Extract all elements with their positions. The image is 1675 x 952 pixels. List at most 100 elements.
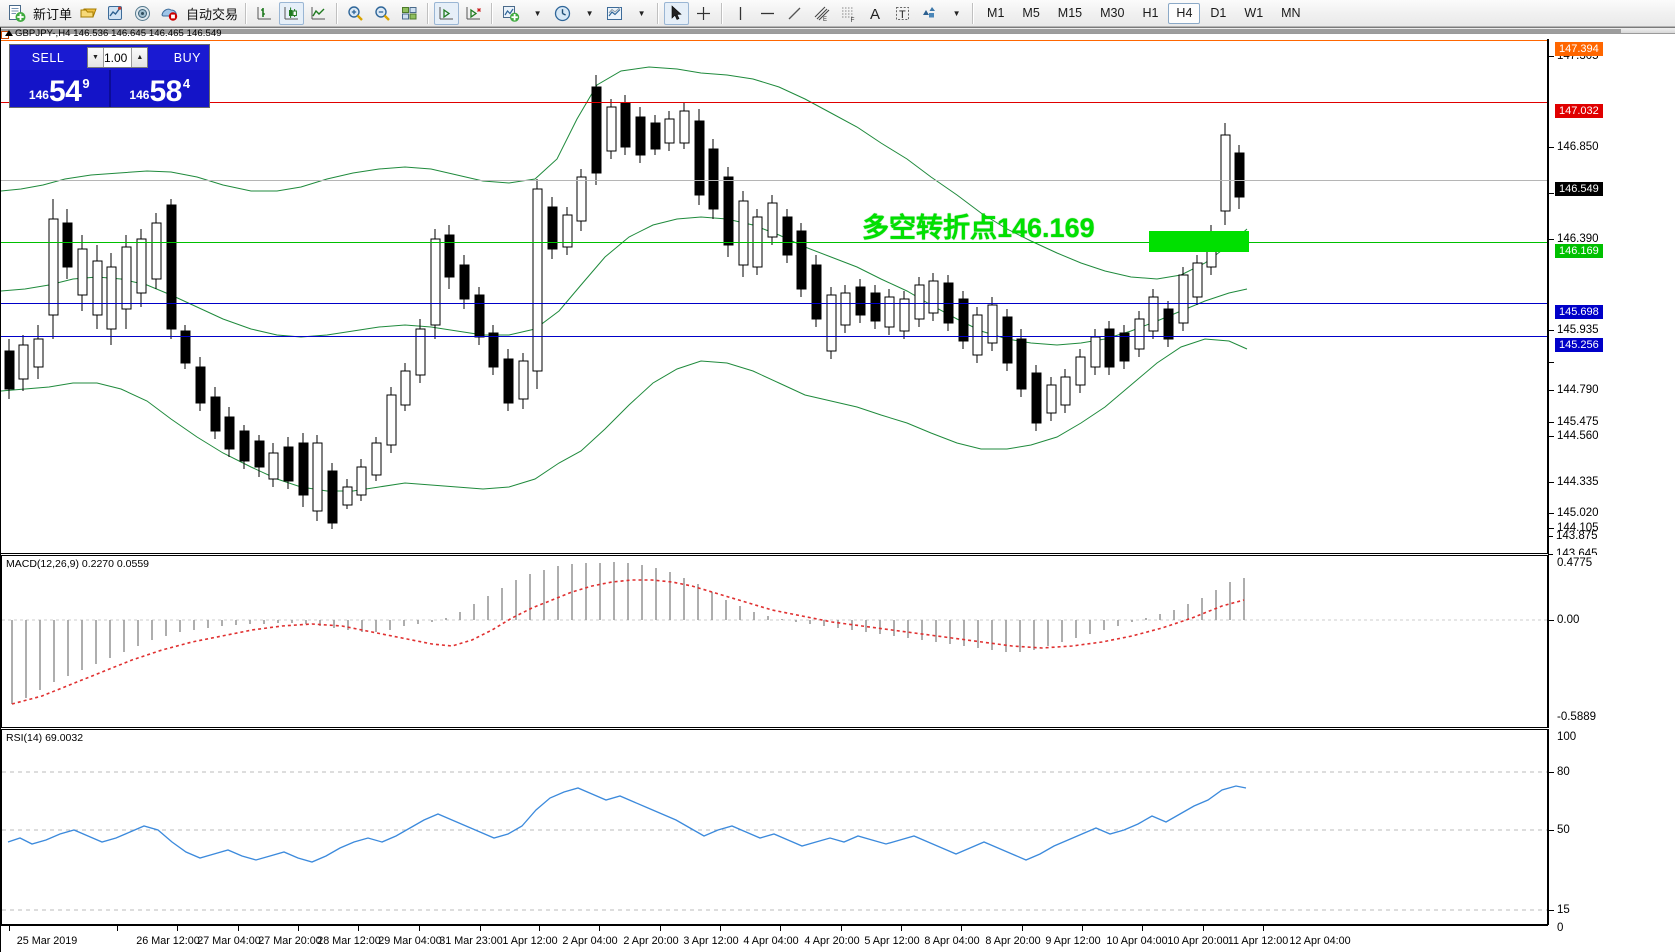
rsi-tick-50: 50 [1557, 824, 1570, 836]
price-label-145-698[interactable]: 145.698 [1555, 305, 1603, 319]
candle [459, 255, 470, 309]
cursor-icon[interactable] [664, 1, 690, 25]
vertical-line-icon[interactable] [728, 2, 753, 25]
time-tick-7: 1 Apr 12:00 [502, 935, 558, 947]
price-line-147-394[interactable] [1, 40, 1547, 41]
timeframe-w1[interactable]: W1 [1244, 6, 1264, 20]
autotrading-icon[interactable] [157, 2, 182, 25]
time-tick-3: 27 Mar 20:00 [258, 935, 322, 947]
price-label-147-394[interactable]: 147.394 [1555, 42, 1603, 56]
chart-menu-icon[interactable] [5, 30, 13, 36]
autotrading-label[interactable]: 自动交易 [186, 6, 239, 22]
rsi-pane[interactable]: RSI(14) 69.0032 [1, 729, 1548, 925]
shapes-icon[interactable] [917, 2, 942, 25]
buy-price-prefix: 146 [129, 88, 150, 102]
candle [283, 437, 294, 489]
chart-title: GBPJPY-,H4 146.536 146.645 146.465 146.5… [15, 28, 222, 39]
one-click-trading-panel[interactable]: SELL ▼ 1.00 ▲ BUY 146 54 9 146 58 4 [9, 44, 210, 108]
text-icon[interactable]: A [863, 2, 888, 25]
time-tick-5: 29 Mar 04:00 [378, 935, 442, 947]
sell-label[interactable]: SELL [31, 50, 65, 65]
candle [958, 291, 969, 349]
time-tick-19: 11 Apr 12:00 [1227, 935, 1289, 947]
price-pane[interactable]: 多空转折点146.169 [1, 39, 1548, 554]
timeframe-m1[interactable]: M1 [987, 6, 1005, 20]
templates-dropdown-caret[interactable]: ▼ [637, 8, 646, 18]
period-dropdown-caret[interactable]: ▼ [585, 8, 594, 18]
indicators-icon[interactable] [498, 2, 523, 25]
green-zone-rectangle[interactable] [1149, 231, 1249, 252]
auto-scroll-icon[interactable] [461, 2, 486, 25]
bar-chart-icon[interactable] [252, 2, 277, 25]
line-chart-icon[interactable] [306, 2, 331, 25]
equidistant-channel-icon[interactable]: E [809, 2, 834, 25]
candle [48, 199, 59, 339]
bollinger-upper-band [1, 66, 1248, 280]
price-label-145-256[interactable]: 145.256 [1555, 338, 1603, 352]
crosshair-icon[interactable] [691, 2, 716, 25]
new-order-label[interactable]: 新订单 [33, 6, 73, 22]
candle [518, 353, 529, 409]
price-tick-146-390: 146.390 [1557, 233, 1599, 245]
chart-annotation-text[interactable]: 多空转折点146.169 [862, 213, 1095, 243]
sell-price-button[interactable]: 146 54 9 [10, 70, 109, 107]
timeframe-d1[interactable]: D1 [1210, 6, 1227, 20]
candle [180, 325, 191, 369]
price-line-146-169[interactable] [1, 242, 1547, 243]
zoom-in-icon[interactable] [343, 2, 368, 25]
time-tick-17: 10 Apr 04:00 [1106, 935, 1168, 947]
time-axis[interactable]: 25 Mar 2019 26 Mar 12:00 27 Mar 04:00 27… [1, 925, 1548, 952]
timeframe-m5[interactable]: M5 [1022, 6, 1040, 20]
price-line-145-256[interactable] [1, 336, 1547, 337]
navigator-icon[interactable] [130, 2, 155, 25]
price-line-145-698[interactable] [1, 303, 1547, 304]
timeframe-m30[interactable]: M30 [1100, 6, 1125, 20]
horizontal-line-icon[interactable] [755, 2, 780, 25]
candle [444, 225, 455, 289]
candle [1060, 369, 1071, 413]
price-label-146-549: 146.549 [1555, 182, 1603, 196]
candle [738, 191, 749, 277]
sell-price-main: 54 [48, 75, 82, 108]
price-label-147-032[interactable]: 147.032 [1555, 104, 1603, 118]
volume-stepper[interactable]: ▼ 1.00 ▲ [87, 47, 149, 68]
timeframe-m15[interactable]: M15 [1057, 6, 1083, 20]
text-label-icon[interactable]: T [890, 2, 915, 25]
buy-price-button[interactable]: 146 58 4 [108, 70, 210, 108]
shapes-dropdown-caret[interactable]: ▼ [952, 8, 961, 18]
timeframe-mn[interactable]: MN [1281, 6, 1301, 20]
volume-decrease-icon[interactable]: ▼ [88, 48, 104, 67]
candle [679, 103, 690, 149]
period-icon[interactable] [550, 2, 575, 25]
price-line-147-032[interactable] [1, 102, 1547, 103]
timeframe-h1[interactable]: H1 [1142, 6, 1159, 20]
price-axis[interactable]: 147.305 146.850 146.620 146.390 145.935 … [1548, 39, 1675, 554]
trendline-icon[interactable] [782, 2, 807, 25]
chart-horizontal-scrollbar[interactable] [1, 28, 1675, 34]
time-tick-20: 12 Apr 04:00 [1289, 935, 1351, 947]
candle [474, 287, 485, 345]
candle [77, 235, 88, 311]
price-tick-144-335: 144.335 [1557, 476, 1599, 488]
timeframe-h4[interactable]: H4 [1168, 2, 1201, 24]
market-watch-icon[interactable] [103, 2, 128, 25]
indicators-dropdown-caret[interactable]: ▼ [533, 8, 542, 18]
macd-pane[interactable]: MACD(12,26,9) 0.2270 0.0559 [1, 555, 1548, 728]
buy-price-main: 58 [149, 75, 182, 108]
zoom-out-icon[interactable] [370, 2, 395, 25]
candlestick-chart-icon[interactable] [279, 1, 305, 25]
scrollbar-thumb[interactable] [1, 29, 1621, 33]
tile-windows-icon[interactable] [397, 2, 422, 25]
new-order-icon[interactable] [4, 2, 29, 25]
price-label-146-169[interactable]: 146.169 [1555, 244, 1603, 258]
rsi-axis[interactable]: 100 80 50 15 0 [1548, 729, 1675, 934]
fibonacci-icon[interactable]: F [836, 2, 861, 25]
macd-axis[interactable]: 0.4775 0.00 -0.5889 [1548, 555, 1675, 728]
volume-increase-icon[interactable]: ▲ [131, 48, 148, 67]
profiles-icon[interactable] [76, 2, 101, 25]
volume-input[interactable]: 1.00 [104, 48, 132, 67]
templates-icon[interactable] [602, 2, 627, 25]
chart-shift-icon[interactable] [434, 1, 460, 25]
svg-text:F: F [851, 17, 855, 23]
buy-label[interactable]: BUY [173, 50, 201, 65]
